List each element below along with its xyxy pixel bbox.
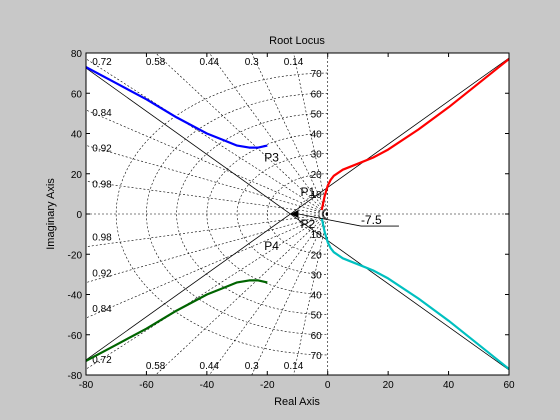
zeta-label: 0.72 — [92, 57, 112, 68]
zeta-label: 0.14 — [284, 361, 304, 372]
x-tick-label: 20 — [383, 380, 395, 391]
wn-arc — [206, 133, 328, 295]
zeta-label: 0.3 — [245, 57, 259, 68]
wn-label: 70 — [311, 69, 323, 80]
wn-label: 50 — [311, 109, 323, 120]
zeta-line — [209, 213, 328, 376]
x-tick-label: 0 — [325, 380, 331, 391]
locus-branches — [85, 58, 510, 370]
zeta-line — [293, 52, 329, 215]
zeta-line — [251, 52, 328, 215]
zeta-line — [155, 52, 328, 215]
wn-label: 60 — [311, 331, 323, 342]
zeta-label: 0.84 — [92, 304, 112, 315]
point-annotation: P2 — [301, 217, 316, 231]
zeta-line — [209, 52, 328, 215]
zeta-line — [85, 213, 328, 283]
y-tick-label: 40 — [71, 130, 83, 141]
wn-arc — [236, 153, 328, 275]
wn-label: 30 — [311, 150, 323, 161]
zeta-label: 0.58 — [146, 361, 166, 372]
zeta-label: 0.44 — [200, 361, 220, 372]
zeta-label: 0.98 — [92, 179, 112, 190]
wn-label: 40 — [311, 291, 323, 302]
wn-label: 70 — [311, 351, 323, 362]
x-tick-label: 60 — [503, 380, 515, 391]
point-annotation: P1 — [301, 185, 316, 199]
zeta-label: 0.98 — [92, 233, 112, 244]
wn-label: 60 — [311, 89, 323, 100]
zeta-label: 0.92 — [92, 269, 112, 280]
wn-arc — [146, 93, 328, 336]
wn-arc — [176, 113, 328, 315]
x-axis-label: Real Axis — [274, 396, 320, 408]
y-tick-label: 20 — [71, 170, 83, 181]
y-axis-label: Imaginary Axis — [45, 178, 57, 250]
locus-branch — [85, 279, 268, 362]
zeta-line — [85, 213, 328, 247]
zeta-line — [293, 213, 329, 376]
centroid-marker — [290, 210, 299, 218]
annotation-marks: P1 P2 P3 P4 -7.5 — [264, 151, 399, 253]
zeta-line — [85, 181, 328, 215]
zeta-label: 0.92 — [92, 143, 112, 154]
y-tick-label: 60 — [71, 89, 83, 100]
x-tick-label: 40 — [443, 380, 455, 391]
zeta-line — [85, 145, 328, 215]
x-tick-label: -40 — [200, 380, 215, 391]
zeta-label: 0.72 — [92, 355, 112, 366]
asymptotes — [85, 57, 510, 371]
y-tick-label: -40 — [68, 291, 83, 302]
wn-label: 20 — [311, 170, 323, 181]
wn-arc — [267, 173, 328, 255]
zeta-label: 0.14 — [284, 57, 304, 68]
zeta-line — [251, 213, 328, 376]
zeta-label: 0.58 — [146, 57, 166, 68]
zeta-label: 0.3 — [245, 361, 259, 372]
y-tick-label: 80 — [71, 49, 83, 60]
wn-label: 50 — [311, 311, 323, 322]
y-tick-label: -20 — [68, 250, 83, 261]
asymptote-line — [85, 67, 510, 371]
locus-branch — [85, 66, 268, 149]
x-tick-label: -80 — [79, 380, 94, 391]
y-tick-label: -80 — [68, 371, 83, 382]
wn-label: 30 — [311, 270, 323, 281]
point-annotation: P4 — [264, 239, 279, 253]
zeta-line — [155, 213, 328, 376]
wn-label: 40 — [311, 130, 323, 141]
chart-title: Root Locus — [269, 35, 325, 47]
wn-label: 10 — [311, 230, 323, 241]
y-tick-label: 0 — [76, 210, 82, 221]
point-annotation: -7.5 — [361, 213, 382, 227]
locus-branch — [320, 217, 510, 370]
wn-label: 20 — [311, 250, 323, 261]
x-tick-label: -20 — [260, 380, 275, 391]
point-annotation: P3 — [264, 151, 279, 165]
locus-branch — [320, 58, 510, 211]
asymptote-line — [85, 57, 510, 361]
zeta-label: 0.44 — [200, 57, 220, 68]
zeta-label: 0.84 — [92, 108, 112, 119]
centroid-pointer — [298, 213, 362, 227]
y-tick-label: -60 — [68, 331, 83, 342]
x-tick-label: -60 — [139, 380, 154, 391]
axis-ticks: -80 -60 -40 -20 0 20 40 60 -80 -60 -40 -20 0 20 40 60 80 — [68, 49, 515, 391]
